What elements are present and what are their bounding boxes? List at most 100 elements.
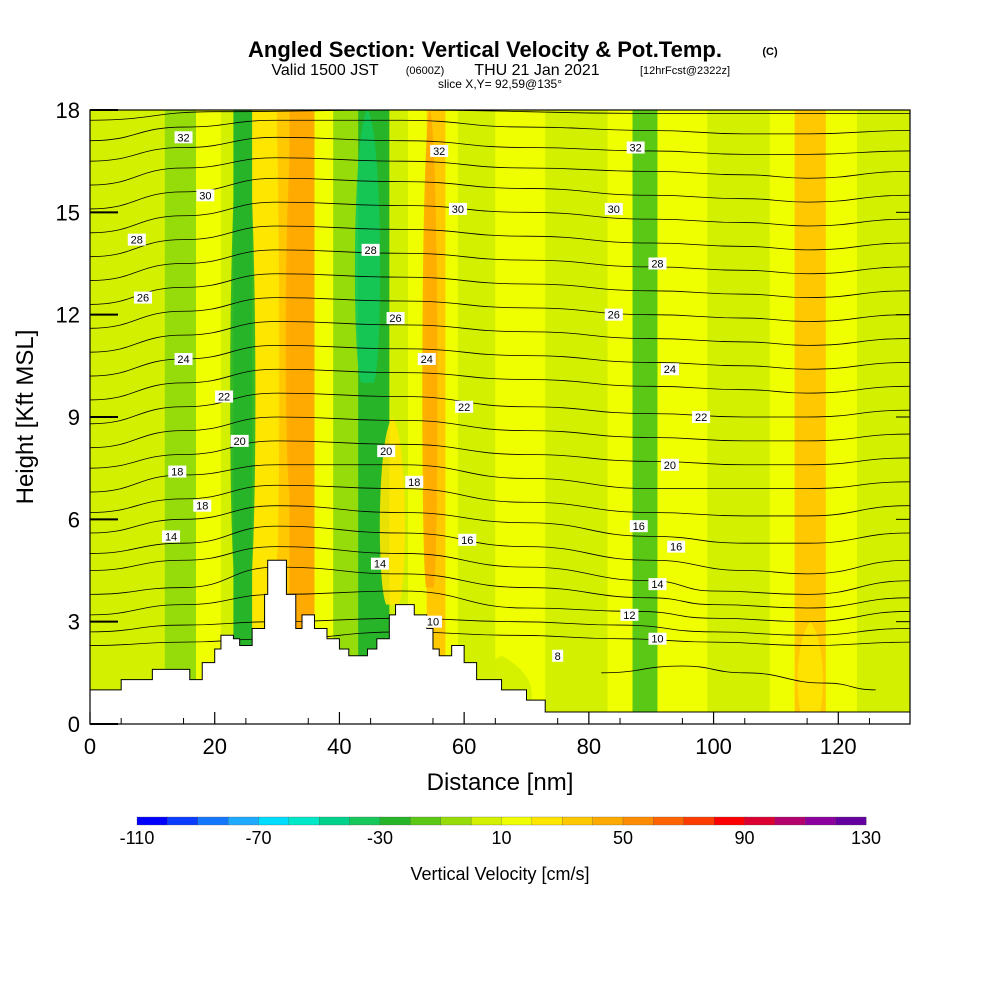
velocity-patch [422,110,438,588]
velocity-column [545,110,609,724]
theta-contour-line [90,440,910,469]
colorbar-swatch [470,816,502,826]
theta-contour-line [90,249,910,281]
velocity-column [127,110,166,724]
contour-label-bg [230,434,249,447]
colorbar-swatch [744,816,776,826]
colorbar-swatch [713,816,745,826]
colorbar-swatch [805,816,837,826]
contour-label: 20 [234,436,246,448]
y-tick-label: 3 [68,610,80,635]
contour-label-bg [405,475,424,488]
velocity-column [495,110,546,724]
contour-label-bg [620,608,639,621]
y-tick-label: 12 [56,303,80,328]
x-tick-label: 20 [202,734,226,759]
contour-label: 14 [165,531,177,543]
contour-label: 26 [608,310,620,322]
velocity-patch [802,280,818,469]
colorbar-swatch [227,816,259,826]
colorbar-swatch [622,816,654,826]
velocity-patch [271,110,280,554]
contour-label: 26 [389,313,401,325]
theta-contour-line [90,484,910,517]
contour-label-bg [127,233,146,246]
theta-contour-line [90,392,910,425]
x-tick-label: 0 [84,734,96,759]
contour-label-bg [660,363,679,376]
contour-label: 28 [364,245,376,257]
contour-label: 18 [196,501,208,513]
contour-label-bg [648,632,667,645]
valid-date: THU 21 Jan 2021 [474,62,600,79]
contour-label: 16 [461,535,473,547]
colorbar-title: Vertical Velocity [cm/s] [410,864,589,884]
contour-label: 30 [199,190,211,202]
contour-label-bg [168,465,187,478]
y-axis: 0 3 6 9 12 15 18 [56,98,910,737]
contour-label: 20 [380,446,392,458]
colorbar-swatch [410,816,442,826]
theta-contour-line [90,368,910,401]
theta-contour-line [90,617,910,636]
contour-label-bg [648,578,667,591]
y-tick-label: 9 [68,405,80,430]
zulu-time: (0600Z) [406,65,445,77]
theta-contour-line [90,136,910,162]
contour-label: 22 [695,412,707,424]
y-tick-label: 6 [68,507,80,532]
colorbar-swatch [562,816,594,826]
velocity-column [457,110,496,724]
contour-label-bg [174,353,193,366]
velocity-column [408,110,428,724]
contour-label-bg [660,458,679,471]
contour-label: 16 [670,542,682,554]
terrain-mask [90,559,910,724]
contour-label-bg [423,615,442,628]
contour-label-bg [417,353,436,366]
theta-contour-line [90,505,910,544]
contour-label-bg [174,131,193,144]
colorbar-tick-label: -30 [367,828,393,848]
contour-label-bg [377,445,396,458]
velocity-column [607,110,634,724]
theta-contour-labels: 32 32 32 30 30 30 28 28 28 26 26 26 24 24 24 22 22 22 20 20… [127,131,711,663]
theta-contour-line [90,201,910,234]
contour-label-bg [193,499,212,512]
colorbar-swatch [197,816,229,826]
theta-contour-line [90,344,910,377]
x-tick-label: 120 [820,734,857,759]
valid-time: Valid 1500 JST [271,62,379,79]
y-tick-label: 18 [56,98,80,123]
theta-contour-line [90,157,910,186]
contour-label-bg [162,530,181,543]
contour-label: 32 [630,143,642,155]
contour-label: 22 [458,402,470,414]
theta-contour-line [90,590,910,623]
colorbar-swatch [774,816,806,826]
velocity-patch [797,621,823,724]
contour-label: 22 [218,392,230,404]
velocity-column [164,110,197,724]
contour-label: 8 [555,651,561,663]
contour-label: 26 [137,293,149,305]
colorbar-swatch [501,816,533,826]
theta-contours [90,110,910,691]
colorbar-swatch [319,816,351,826]
contour-label: 30 [452,204,464,216]
colorbar-swatch [349,816,381,826]
contour-label: 24 [421,354,433,366]
contour-label-bg [604,202,623,215]
colorbar-swatch [288,816,320,826]
theta-contour-line [90,464,910,493]
contour-label: 32 [177,132,189,144]
contour-label: 30 [608,204,620,216]
theta-contour-line [90,546,910,595]
contour-label-bg [370,557,389,570]
colorbar-tick-label: 90 [734,828,754,848]
contour-label: 10 [427,617,439,629]
velocity-column [220,110,234,724]
colorbar-swatch [592,816,624,826]
x-tick-label: 40 [327,734,351,759]
